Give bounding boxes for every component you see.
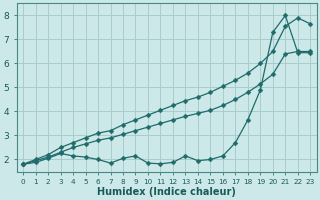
X-axis label: Humidex (Indice chaleur): Humidex (Indice chaleur) [97,187,236,197]
